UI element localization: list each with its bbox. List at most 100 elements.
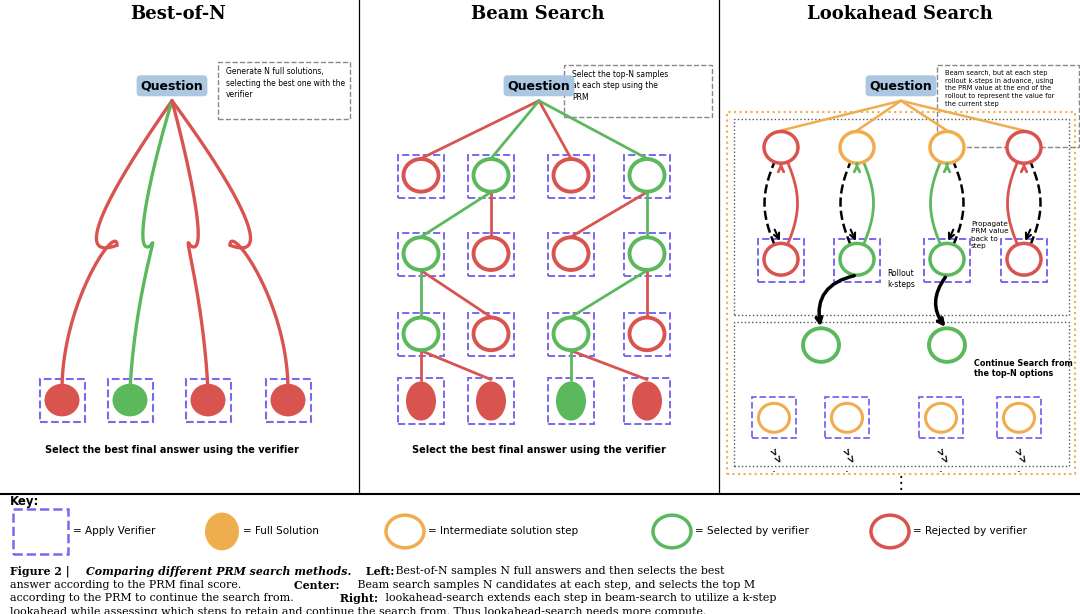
- Circle shape: [764, 243, 798, 275]
- Circle shape: [404, 159, 438, 192]
- Bar: [13, 509, 68, 554]
- Ellipse shape: [205, 513, 239, 550]
- Bar: [758, 239, 804, 282]
- Circle shape: [44, 384, 80, 416]
- Ellipse shape: [632, 381, 662, 421]
- Text: Beam search, but at each step
rollout k-steps in advance, using
the PRM value at: Beam search, but at each step rollout k-…: [945, 70, 1054, 107]
- Bar: [624, 378, 670, 424]
- Text: Lookahead Search: Lookahead Search: [807, 5, 993, 23]
- Text: Beam Search: Beam Search: [471, 5, 605, 23]
- Bar: [468, 378, 514, 424]
- Bar: [752, 397, 796, 438]
- Bar: [399, 378, 444, 424]
- Circle shape: [473, 238, 509, 270]
- Text: Beam search samples N candidates at each step, and selects the top M: Beam search samples N candidates at each…: [354, 580, 755, 589]
- Bar: [834, 239, 880, 282]
- Bar: [266, 379, 311, 422]
- Text: Key:: Key:: [10, 495, 39, 508]
- Text: .: .: [939, 462, 943, 475]
- Bar: [919, 397, 963, 438]
- Ellipse shape: [406, 381, 436, 421]
- Text: Select the best final answer using the verifier: Select the best final answer using the v…: [413, 445, 666, 454]
- Bar: [399, 233, 444, 276]
- Text: Center:: Center:: [291, 580, 339, 591]
- Circle shape: [832, 403, 863, 432]
- Text: Best-of-N: Best-of-N: [130, 5, 226, 23]
- Circle shape: [1007, 243, 1041, 275]
- Text: Question: Question: [869, 79, 932, 92]
- Text: Left:: Left:: [362, 566, 394, 577]
- Bar: [108, 379, 152, 422]
- Text: Comparing different PRM search methods.: Comparing different PRM search methods.: [86, 566, 351, 577]
- Text: >>: >>: [933, 448, 949, 467]
- Bar: [727, 112, 1075, 474]
- Text: >>: >>: [1011, 448, 1027, 467]
- Bar: [624, 313, 670, 356]
- Text: Generate N full solutions,
selecting the best one with the
verifier: Generate N full solutions, selecting the…: [226, 67, 346, 99]
- Bar: [734, 322, 1069, 466]
- Circle shape: [653, 515, 691, 548]
- Circle shape: [840, 131, 874, 163]
- Bar: [218, 61, 350, 119]
- Text: = Apply Verifier: = Apply Verifier: [73, 526, 156, 537]
- Circle shape: [554, 238, 589, 270]
- Text: Select the top-N samples
at each step using the
PRM: Select the top-N samples at each step us…: [572, 70, 669, 102]
- Circle shape: [630, 159, 664, 192]
- Text: Continue Search from
the top-N options: Continue Search from the top-N options: [974, 359, 1072, 378]
- Circle shape: [404, 238, 438, 270]
- Circle shape: [473, 159, 509, 192]
- Circle shape: [758, 403, 789, 432]
- Text: Question: Question: [140, 79, 203, 92]
- Bar: [548, 378, 594, 424]
- Circle shape: [190, 384, 226, 416]
- Bar: [825, 397, 869, 438]
- Bar: [399, 313, 444, 356]
- Ellipse shape: [556, 381, 586, 421]
- Circle shape: [112, 384, 148, 416]
- Text: Rollout
k-steps: Rollout k-steps: [887, 268, 915, 289]
- Bar: [624, 233, 670, 276]
- Text: Select the best final answer using the verifier: Select the best final answer using the v…: [45, 445, 299, 454]
- Bar: [40, 379, 84, 422]
- Bar: [468, 155, 514, 198]
- Text: lookahead-search extends each step in beam-search to utilize a k-step: lookahead-search extends each step in be…: [382, 593, 777, 604]
- Text: according to the PRM to continue the search from.: according to the PRM to continue the sea…: [10, 593, 294, 604]
- Circle shape: [840, 243, 874, 275]
- Text: ⋮: ⋮: [893, 474, 909, 492]
- Text: lookahead while assessing which steps to retain and continue the search from. Th: lookahead while assessing which steps to…: [10, 607, 706, 614]
- Bar: [624, 155, 670, 198]
- Circle shape: [930, 243, 964, 275]
- Circle shape: [630, 238, 664, 270]
- Bar: [1001, 239, 1047, 282]
- Ellipse shape: [476, 381, 507, 421]
- Bar: [548, 155, 594, 198]
- Bar: [997, 397, 1041, 438]
- Circle shape: [473, 317, 509, 350]
- Bar: [548, 233, 594, 276]
- Bar: [399, 155, 444, 198]
- Circle shape: [386, 515, 424, 548]
- Text: >>: >>: [838, 448, 855, 467]
- Bar: [924, 239, 970, 282]
- Circle shape: [929, 328, 966, 362]
- Bar: [734, 119, 1069, 315]
- Circle shape: [270, 384, 306, 416]
- Circle shape: [926, 403, 957, 432]
- Circle shape: [764, 131, 798, 163]
- Circle shape: [930, 131, 964, 163]
- Circle shape: [404, 317, 438, 350]
- Text: Best-of-N samples N full answers and then selects the best: Best-of-N samples N full answers and the…: [392, 566, 725, 576]
- Text: = Rejected by verifier: = Rejected by verifier: [913, 526, 1027, 537]
- Bar: [564, 65, 712, 117]
- Circle shape: [1007, 131, 1041, 163]
- Circle shape: [1003, 403, 1035, 432]
- Circle shape: [804, 328, 839, 362]
- Circle shape: [554, 159, 589, 192]
- Bar: [186, 379, 230, 422]
- Text: = Full Solution: = Full Solution: [243, 526, 319, 537]
- Circle shape: [870, 515, 909, 548]
- Text: answer according to the PRM final score.: answer according to the PRM final score.: [10, 580, 241, 589]
- Text: .: .: [1017, 462, 1021, 475]
- Text: = Selected by verifier: = Selected by verifier: [696, 526, 809, 537]
- Text: = Intermediate solution step: = Intermediate solution step: [428, 526, 578, 537]
